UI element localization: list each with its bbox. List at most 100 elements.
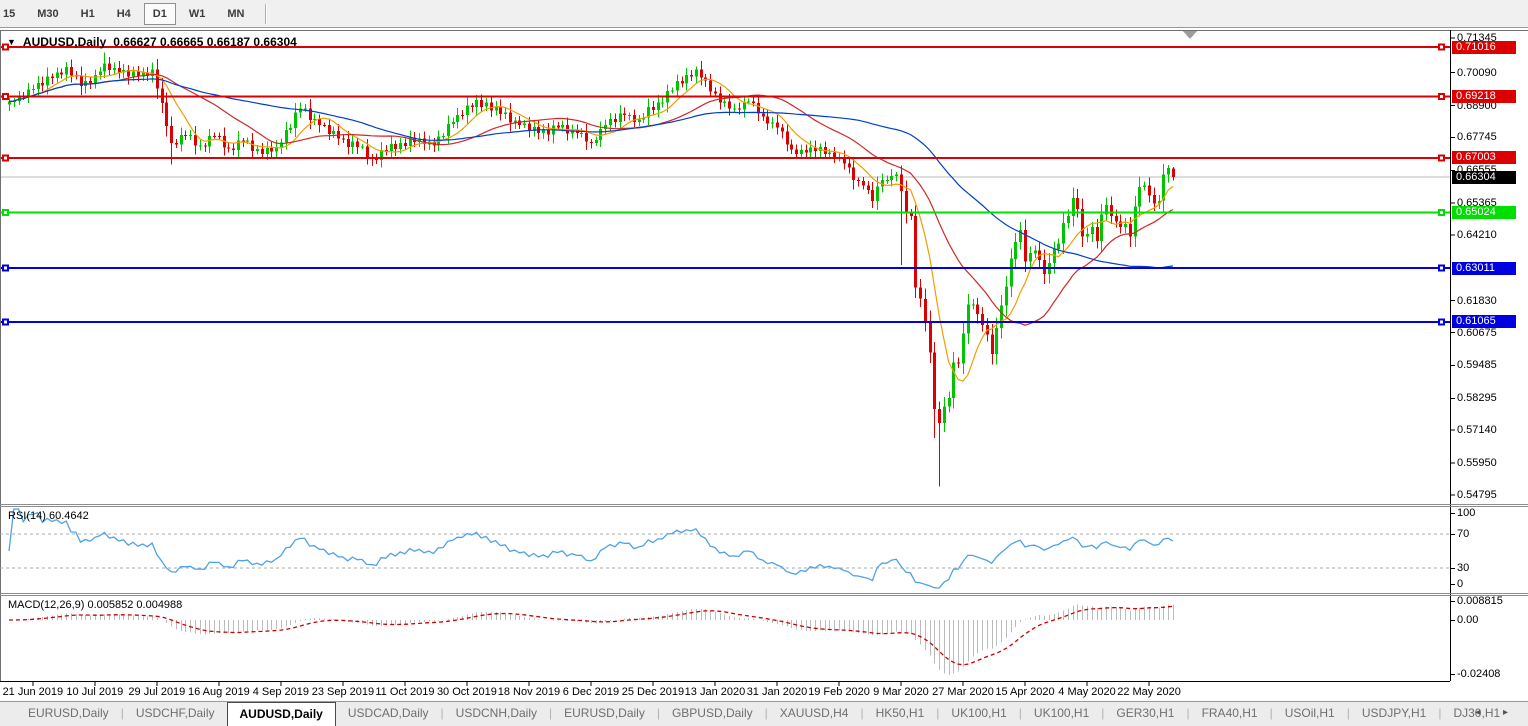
candle-body bbox=[881, 180, 884, 187]
date-axis-label: 19 Feb 2020 bbox=[808, 686, 870, 698]
candle-body bbox=[94, 75, 97, 83]
rsi-axis-tick: 0 bbox=[1457, 578, 1464, 590]
candle-body bbox=[323, 124, 326, 126]
symbol-dropdown-icon[interactable]: ▼ bbox=[7, 37, 16, 47]
timeframe-button-MN[interactable]: MN bbox=[227, 7, 245, 20]
candle-body bbox=[165, 102, 168, 126]
candle-body bbox=[852, 167, 855, 180]
tab-ger30-h1[interactable]: GER30,H1 bbox=[1116, 706, 1175, 720]
candle-body bbox=[738, 108, 741, 110]
candle-body bbox=[1110, 204, 1113, 216]
tab-usdjpy-h1[interactable]: USDJPY,H1 bbox=[1361, 706, 1427, 720]
candle-body bbox=[595, 140, 598, 143]
timeframe-button-15[interactable]: 15 bbox=[3, 7, 16, 20]
tab-usoil-h1[interactable]: USOil,H1 bbox=[1284, 706, 1335, 720]
candle-body bbox=[1167, 168, 1170, 175]
symbol-label: AUDUSD,Daily bbox=[22, 35, 107, 49]
price-axis-tick: 0.64210 bbox=[1457, 228, 1497, 241]
tab-usdchf-daily[interactable]: USDCHF,Daily bbox=[135, 706, 215, 720]
timeframe-button-H4[interactable]: H4 bbox=[116, 7, 131, 20]
candle-body bbox=[695, 69, 698, 77]
moving-average-55 bbox=[8, 78, 1173, 269]
tab-fra40-h1[interactable]: FRA40,H1 bbox=[1201, 706, 1258, 720]
candle-body bbox=[8, 101, 11, 105]
candle-body bbox=[404, 142, 407, 146]
candle-body bbox=[1057, 243, 1060, 250]
tab-scroll-arrows[interactable]: ◂ ▸ bbox=[1475, 707, 1518, 718]
candle-body bbox=[995, 327, 998, 354]
chart-tabs: EURUSD,Daily | USDCHF,Daily AUDUSD,Daily USD… bbox=[0, 701, 1528, 726]
candle-body bbox=[495, 106, 498, 111]
tab-separator: | bbox=[1269, 706, 1273, 720]
candle-body bbox=[318, 119, 321, 125]
candle-body bbox=[981, 314, 984, 325]
date-axis-label: 4 Sep 2019 bbox=[252, 686, 310, 698]
candle-body bbox=[676, 81, 679, 91]
candle-body bbox=[452, 122, 455, 124]
candle-body bbox=[409, 137, 412, 146]
candle-body bbox=[56, 72, 59, 78]
candle-body bbox=[557, 125, 560, 128]
ohlc-values: 0.66627 0.66665 0.66187 0.66304 bbox=[113, 35, 297, 49]
timeframe-button-H1[interactable]: H1 bbox=[80, 7, 95, 20]
tab-separator: | bbox=[120, 706, 124, 720]
tab-dj30-h1[interactable]: DJ30,H1 bbox=[1453, 706, 1501, 720]
tab-eurusd-daily[interactable]: EURUSD,Daily bbox=[564, 706, 645, 720]
tab-audusd-daily[interactable]: AUDUSD,Daily bbox=[226, 702, 336, 726]
candle-body bbox=[862, 181, 865, 186]
candle-body bbox=[251, 140, 254, 151]
candle-body bbox=[805, 149, 808, 153]
candle-body bbox=[332, 131, 335, 134]
candle-body bbox=[728, 101, 731, 109]
timeframe-button-D1[interactable]: D1 bbox=[143, 2, 176, 25]
candle-body bbox=[633, 114, 636, 123]
candle-body bbox=[394, 144, 397, 149]
candle-body bbox=[356, 141, 359, 147]
tab-eurusd-daily[interactable]: EURUSD,Daily bbox=[28, 706, 109, 720]
candle-body bbox=[266, 148, 269, 154]
date-axis-label: 10 Jul 2019 bbox=[66, 686, 124, 698]
candle-body bbox=[65, 66, 68, 75]
tab-usdcad-daily[interactable]: USDCAD,Daily bbox=[347, 706, 429, 720]
candle-body bbox=[542, 130, 545, 134]
candle-body bbox=[929, 320, 932, 353]
tab-separator: | bbox=[440, 706, 444, 720]
candle-body bbox=[533, 126, 536, 132]
candle-body bbox=[1014, 242, 1017, 259]
tab-uk100-h1[interactable]: UK100,H1 bbox=[1033, 706, 1090, 720]
date-axis-label: 27 Mar 2020 bbox=[932, 686, 994, 698]
timeframe-button-W1[interactable]: W1 bbox=[188, 7, 206, 20]
candle-body bbox=[1172, 168, 1175, 178]
candle-body bbox=[685, 75, 688, 84]
price-axis-tick: 0.59485 bbox=[1457, 359, 1497, 372]
candle-body bbox=[442, 136, 445, 137]
tab-hk50-h1[interactable]: HK50,H1 bbox=[875, 706, 925, 720]
candle-body bbox=[814, 147, 817, 151]
candle-body bbox=[204, 145, 207, 147]
tab-usdcnh-daily[interactable]: USDCNH,Daily bbox=[455, 706, 538, 720]
candle-body bbox=[342, 138, 345, 140]
tab-gbpusd-daily[interactable]: GBPUSD,Daily bbox=[671, 706, 753, 720]
candle-body bbox=[1143, 185, 1146, 187]
timeframe-button-M30[interactable]: M30 bbox=[37, 7, 59, 20]
candle-body bbox=[89, 80, 92, 83]
candle-body bbox=[809, 147, 812, 153]
candle-body bbox=[757, 103, 760, 114]
date-axis-label: 13 Jan 2020 bbox=[684, 686, 746, 698]
candle-body bbox=[1043, 260, 1046, 274]
candle-body bbox=[490, 102, 493, 111]
candle-body bbox=[867, 185, 870, 190]
candle-body bbox=[1019, 229, 1022, 243]
date-axis-label: 31 Jan 2020 bbox=[746, 686, 808, 698]
tab-xauusd-h4[interactable]: XAUUSD,H4 bbox=[779, 706, 849, 720]
tab-uk100-h1[interactable]: UK100,H1 bbox=[951, 706, 1007, 720]
candle-body bbox=[1100, 214, 1103, 241]
candle-body bbox=[70, 66, 73, 76]
candle-body bbox=[227, 147, 230, 149]
candle-body bbox=[614, 119, 617, 123]
candle-body bbox=[976, 304, 979, 314]
candle-body bbox=[848, 163, 851, 168]
tab-separator: | bbox=[936, 706, 940, 720]
candle-body bbox=[361, 146, 364, 148]
